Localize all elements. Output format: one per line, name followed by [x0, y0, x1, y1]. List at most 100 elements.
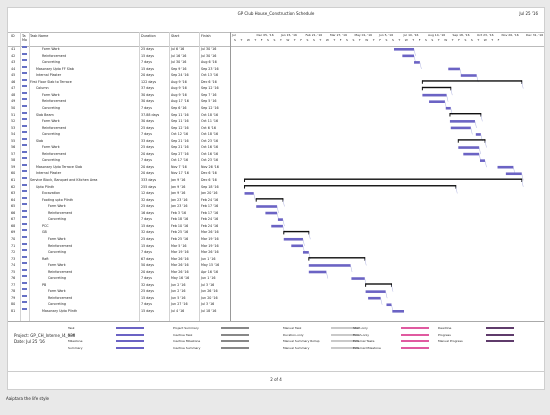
table-row[interactable]: 52 Form Work 30 days Sep 11 '16 Oct 11 '16: [8, 118, 230, 124]
summary-bar[interactable]: [422, 86, 451, 89]
summary-bar[interactable]: [256, 198, 283, 200]
table-row[interactable]: 48 Form Work 30 days Aug 9 '16 Sep 7 '16: [8, 91, 230, 98]
task-bar[interactable]: [450, 126, 471, 130]
table-row[interactable]: 71 Reinforcement 15 days Mar 5 '16 Mar 19 '1…: [8, 242, 230, 249]
table-row[interactable]: 47 Column 37 days Aug 9 '16 Sep 12 '16: [8, 85, 230, 91]
table-row[interactable]: 59 Masonary Upto Terrace Slab 20 days Nov 7…: [8, 163, 230, 170]
task-bar[interactable]: [283, 237, 303, 241]
table-row[interactable]: 44 Masonary Upto FF Slab 15 days Sep 9 '16 S…: [8, 65, 230, 72]
task-bar[interactable]: [265, 211, 278, 215]
table-row[interactable]: 51 Slab Beam 37.88 days Sep 11 '16 Oct 18 '1…: [8, 111, 230, 118]
summary-bar[interactable]: [422, 80, 522, 82]
task-bar[interactable]: [365, 290, 386, 293]
table-row[interactable]: 61 Service Block, Banquet and Kitchen Are…: [8, 177, 230, 183]
task-bar[interactable]: [302, 251, 309, 254]
task-finish: Oct 13 '16: [201, 73, 219, 78]
task-duration: 15 days: [141, 53, 155, 58]
task-bar[interactable]: [460, 74, 477, 77]
table-row[interactable]: 72 Concreting 7 days Mar 19 '16 Mar 26 '16: [8, 249, 230, 255]
summary-end-mark: [449, 113, 451, 117]
legend-swatch: [116, 333, 144, 336]
task-bar[interactable]: [291, 244, 303, 248]
table-row[interactable]: 70 Form Work 25 days Feb 25 '16 Mar 19 '16: [8, 235, 230, 242]
table-row[interactable]: 80 Concreting 7 days Jun 27 '16 Jul 3 '16: [8, 301, 230, 307]
table-row[interactable]: 50 Concreting 7 days Sep 6 '16 Sep 12 '16: [8, 104, 230, 111]
task-bar[interactable]: [386, 303, 392, 307]
table-row[interactable]: 77 PB 32 days Jun 2 '16 Jul 3 '16: [8, 281, 230, 288]
summary-bar[interactable]: [244, 185, 456, 187]
table-row[interactable]: 58 Concreting 7 days Oct 17 '16 Oct 23 '16: [8, 157, 230, 163]
table-row[interactable]: 54 Concreting 7 days Oct 12 '16 Oct 18 '16: [8, 131, 230, 137]
task-bar[interactable]: [448, 67, 460, 71]
task-bar[interactable]: [479, 159, 486, 162]
task-start: Jul 30 '16: [171, 60, 187, 65]
task-bar[interactable]: [271, 224, 283, 228]
task-bar[interactable]: [497, 165, 514, 169]
task-bar[interactable]: [351, 277, 365, 280]
task-bar[interactable]: [422, 93, 447, 97]
summary-bar[interactable]: [365, 283, 392, 285]
table-row[interactable]: 45 Internal Plaster 20 days Sep 24 '16 Oct 1…: [8, 72, 230, 78]
dependency-link: [385, 291, 388, 299]
task-finish: Oct 6 '16: [201, 125, 216, 130]
task-name: Concreting: [42, 158, 60, 163]
table-row[interactable]: 55 Slab 33 days Sep 21 '16 Oct 23 '16: [8, 137, 230, 144]
grid-line: [20, 32, 21, 321]
task-bar[interactable]: [414, 61, 420, 64]
summary-bar[interactable]: [283, 230, 309, 233]
table-row[interactable]: 75 Reinforcement 20 days Mar 26 '16 Apr 16 '…: [8, 268, 230, 275]
summary-bar[interactable]: [244, 178, 522, 180]
task-start: Mar 19 '16: [171, 250, 189, 255]
task-start: Oct 12 '16: [171, 132, 189, 137]
table-row[interactable]: 76 Concreting 7 days May 16 '16 Jun 1 '16: [8, 275, 230, 281]
table-row[interactable]: 43 Concreting 7 days Jul 30 '16 Aug 6 '16: [8, 59, 230, 65]
task-bar[interactable]: [429, 100, 445, 103]
table-row[interactable]: 69 GB 32 days Feb 25 '16 Mar 26 '16: [8, 229, 230, 235]
task-bar[interactable]: [392, 310, 405, 313]
task-bar[interactable]: [475, 133, 481, 136]
table-row[interactable]: 46 First Floor Slab to Terrace 122 days Aug…: [8, 78, 230, 85]
task-bar[interactable]: [402, 54, 415, 58]
table-row[interactable]: 63 Excavation 12 days Jan 9 '16 Jan 20 '16: [8, 190, 230, 196]
task-bar[interactable]: [505, 172, 522, 176]
table-row[interactable]: 56 Form Work 25 days Sep 21 '16 Oct 16 '16: [8, 144, 230, 150]
task-start: Aug 9 '16: [171, 86, 187, 91]
task-bar[interactable]: [463, 152, 480, 156]
task-bar[interactable]: [308, 270, 327, 274]
table-row[interactable]: 57 Reinforcement 20 days Sep 27 '16 Oct 16 '…: [8, 150, 230, 157]
task-id: 72: [11, 250, 16, 255]
table-row[interactable]: 73 Raft 67 days Mar 26 '16 Jun 1 '16: [8, 255, 230, 262]
task-bar[interactable]: [449, 120, 475, 123]
task-bar[interactable]: [277, 218, 283, 221]
dependency-link: [478, 147, 481, 155]
table-row[interactable]: 67 Concreting 7 days Feb 18 '16 Feb 24 '16: [8, 216, 230, 222]
table-row[interactable]: 79 Reinforcement 15 days Jun 5 '16 Jun 20 '1…: [8, 294, 230, 301]
summary-bar[interactable]: [458, 139, 486, 141]
table-row[interactable]: 49 Reinforcement 30 days Aug 17 '16 Sep 5 '1…: [8, 98, 230, 104]
task-bar[interactable]: [368, 296, 381, 300]
table-row[interactable]: 53 Reinforcement 25 days Sep 12 '16 Oct 6 '1…: [8, 124, 230, 131]
summary-end-mark: [521, 178, 523, 182]
auto-schedule-icon: [22, 46, 27, 48]
task-bar[interactable]: [256, 205, 278, 208]
auto-schedule-icon: [22, 65, 27, 68]
table-row[interactable]: 42 Reinforcement 15 days Jul 16 '16 Jul 30 '…: [8, 52, 230, 59]
table-row[interactable]: 64 Footing upto Plinth 32 days Jan 23 '16 Fe…: [8, 196, 230, 203]
table-row[interactable]: 81 Masonary Upto Plinth 15 days Jul 4 '16 Ju…: [8, 308, 230, 314]
table-row[interactable]: 66 Reinforcement 16 days Feb 3 '16 Feb 17 '1…: [8, 209, 230, 216]
summary-bar[interactable]: [449, 113, 481, 115]
task-bar[interactable]: [445, 106, 451, 110]
task-id: 45: [11, 73, 16, 78]
table-row[interactable]: 78 Form Work 25 days Jun 2 '16 Jun 26 '16: [8, 288, 230, 294]
task-bar[interactable]: [308, 264, 351, 267]
table-row[interactable]: 62 Upto Plinth 255 days Jan 9 '16 Sep 18 '16: [8, 183, 230, 190]
task-bar[interactable]: [393, 48, 415, 51]
table-row[interactable]: 68 PCC 15 days Feb 10 '16 Feb 24 '16: [8, 222, 230, 229]
task-bar[interactable]: [244, 192, 254, 195]
summary-bar[interactable]: [308, 257, 365, 259]
table-row[interactable]: 60 Internal Plaster 20 days Nov 17 '16 Dec 6…: [8, 170, 230, 176]
table-row[interactable]: 65 Form Work 25 days Jan 23 '16 Feb 17 '16: [8, 203, 230, 209]
table-row[interactable]: 41 Form Work 25 days Jul 6 '16 Jul 30 '16: [8, 46, 230, 52]
task-bar[interactable]: [458, 146, 480, 149]
table-row[interactable]: 74 Form Work 50 days Mar 26 '16 May 15 '16: [8, 262, 230, 268]
